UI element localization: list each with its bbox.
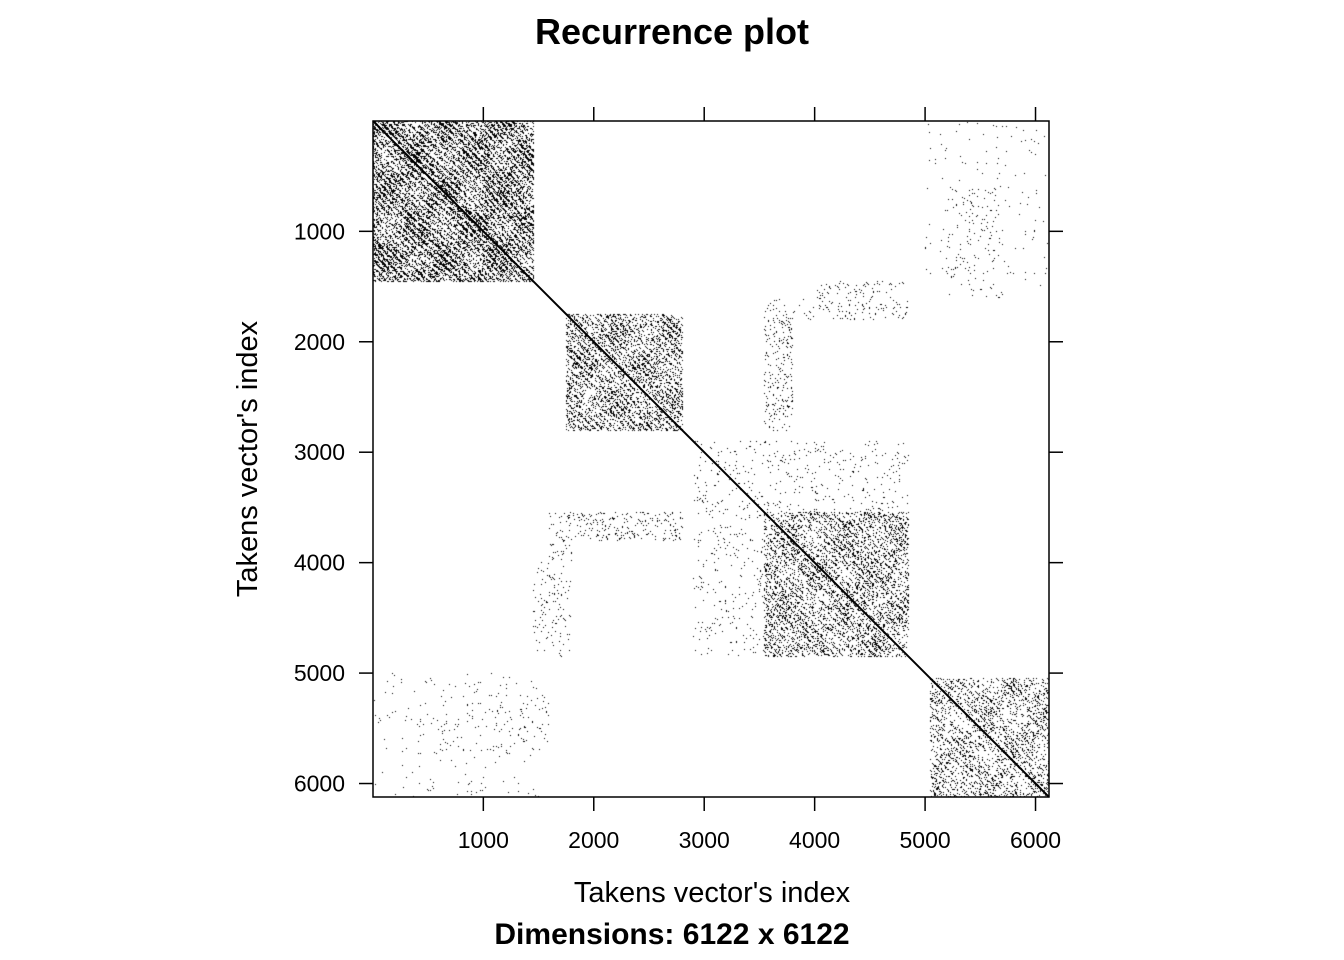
x-axis-ticks: 1000 2000 3000 4000 5000 6000 [458,107,1061,853]
plot-area [372,120,1050,798]
line-of-identity [372,120,1050,798]
y-tick-label: 6000 [294,771,345,797]
plot-frame [372,120,1050,798]
x-tick-label: 3000 [679,827,730,853]
x-tick-label: 6000 [1010,827,1061,853]
y-tick-label: 3000 [294,439,345,465]
y-axis-label: Takens vector's index [232,320,264,597]
y-tick-label: 1000 [294,218,345,244]
x-tick-label: 1000 [458,827,509,853]
chart-title: Recurrence plot [535,11,809,52]
y-axis-ticks: 1000 2000 3000 4000 5000 6000 [294,218,1063,797]
dimensions-subtitle: Dimensions: 6122 x 6122 [494,918,849,951]
y-tick-label: 2000 [294,329,345,355]
x-tick-label: 4000 [789,827,840,853]
x-tick-label: 2000 [568,827,619,853]
y-tick-label: 5000 [294,660,345,686]
y-tick-label: 4000 [294,550,345,576]
x-tick-label: 5000 [900,827,951,853]
x-axis-label: Takens vector's index [574,877,851,909]
